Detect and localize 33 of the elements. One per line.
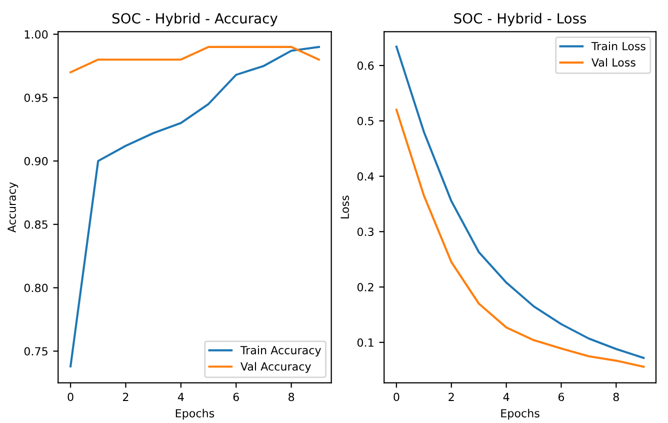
y-tick-label: 0.75: [24, 347, 48, 356]
y-tick-label: 0.85: [24, 220, 48, 229]
y-tick-label: 0.6: [357, 61, 374, 70]
x-tick-label: 2: [448, 392, 454, 401]
y-tick-label: 0.5: [357, 116, 374, 126]
chart-title: SOC - Hybrid - Loss: [454, 12, 586, 26]
x-tick-label: 0: [394, 392, 400, 402]
x-tick-label: 6: [558, 392, 564, 402]
x-tick-label: 8: [288, 392, 294, 402]
legend-label: Train Accuracy: [240, 346, 321, 357]
y-tick-label: 0.90: [24, 156, 48, 166]
y-tick-label: 0.95: [24, 94, 48, 102]
y-tick-label: 0.4: [357, 172, 374, 181]
y-axis-title: Loss: [340, 196, 349, 218]
line-series: [395, 108, 645, 368]
legend-label: Val Loss: [592, 58, 636, 67]
y-tick-label: 0.80: [24, 284, 48, 292]
y-tick-label: 0.2: [357, 282, 374, 292]
x-axis-title: Epochs: [501, 408, 540, 420]
y-tick-label: 0.1: [357, 338, 374, 347]
y-axis-title: Accuracy: [8, 182, 18, 233]
legend-label: Train Loss: [591, 42, 646, 50]
x-tick-label: 4: [178, 392, 184, 401]
x-tick-label: 8: [613, 392, 619, 402]
y-tick-label: 0.3: [357, 228, 374, 236]
chart-title: SOC - Hybrid - Accuracy: [112, 12, 278, 26]
legend-label: Val Accuracy: [240, 362, 311, 373]
x-axis-title: Epochs: [176, 408, 214, 420]
x-tick-label: 2: [123, 392, 128, 401]
x-tick-label: 4: [503, 392, 510, 401]
y-tick-label: 1.00: [24, 30, 48, 39]
x-tick-label: 6: [233, 392, 239, 402]
x-tick-label: 0: [68, 392, 74, 402]
